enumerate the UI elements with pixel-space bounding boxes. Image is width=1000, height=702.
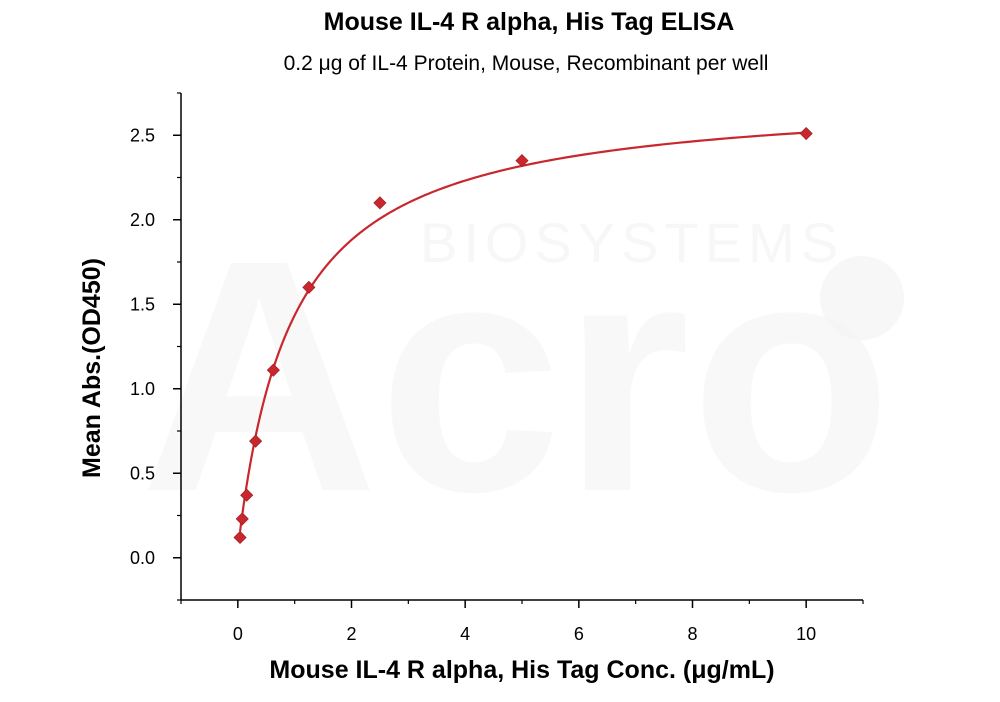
watermark-company: BIOSYSTEMS <box>420 211 844 274</box>
y-tick-label: 1.0 <box>130 379 155 399</box>
data-point <box>235 512 249 526</box>
data-point <box>266 363 280 377</box>
x-tick-label: 0 <box>233 624 243 644</box>
data-point <box>233 530 247 545</box>
watermark-logo: Acro <box>140 191 892 560</box>
x-tick-label: 6 <box>574 624 584 644</box>
y-tick-label: 0.0 <box>130 548 155 568</box>
y-tick-label: 1.5 <box>130 294 155 314</box>
data-point <box>302 280 316 294</box>
x-ticks: 0 2 4 6 8 10 <box>180 600 864 644</box>
y-tick-label: 2.5 <box>130 125 155 145</box>
data-point <box>240 488 254 502</box>
y-ticks: 0.0 0.5 1.0 1.5 2.0 2.5 <box>130 92 181 601</box>
data-points <box>233 126 813 545</box>
x-tick-label: 2 <box>346 624 356 644</box>
data-point <box>515 154 529 168</box>
data-point <box>799 126 813 141</box>
y-axis-title: Mean Abs.(OD450) <box>78 258 106 478</box>
x-tick-label: 4 <box>460 624 470 644</box>
watermark: Acro BIOSYSTEMS <box>140 191 904 560</box>
data-point <box>373 196 387 210</box>
x-axis-title: Mouse IL-4 R alpha, His Tag Conc. (μg/mL… <box>269 656 774 684</box>
x-tick-label: 8 <box>687 624 697 644</box>
watermark-dot <box>820 256 904 340</box>
x-tick-label: 10 <box>796 624 816 644</box>
data-point <box>249 434 263 448</box>
y-tick-label: 0.5 <box>130 463 155 483</box>
chart-title: Mouse IL-4 R alpha, His Tag ELISA <box>324 8 735 36</box>
chart-subtitle: 0.2 μg of IL-4 Protein, Mouse, Recombina… <box>284 52 769 75</box>
y-tick-label: 2.0 <box>130 210 155 230</box>
